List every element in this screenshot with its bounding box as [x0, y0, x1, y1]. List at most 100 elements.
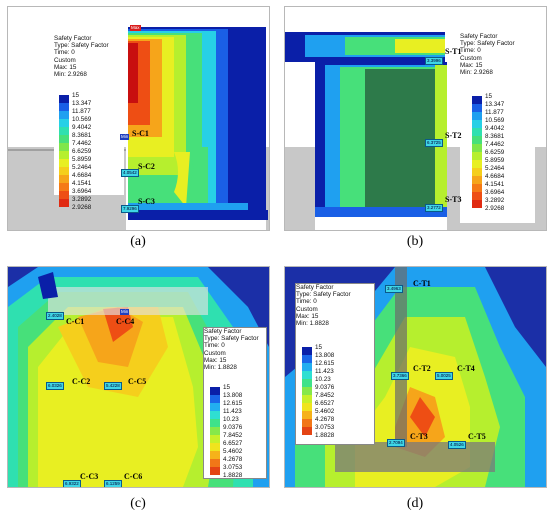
scale-label: 4.6684 [485, 173, 505, 180]
scale-label: 12.615 [223, 400, 243, 407]
scale-label: 5.4602 [223, 448, 243, 455]
scale-label: 5.4602 [315, 408, 335, 415]
legend-custom: Custom [460, 54, 482, 62]
caption-a: (a) [130, 234, 146, 249]
probe-value-c-c2: 6.0326 [46, 382, 64, 390]
scale-swatch [302, 411, 312, 419]
scale-label: 3.0753 [223, 464, 243, 471]
legend-title: Safety Factor [54, 35, 92, 42]
scale-label: 13.808 [315, 352, 335, 359]
scale-swatch [472, 192, 482, 200]
scale-label: 5.2464 [72, 164, 92, 171]
scale-label: 11.423 [223, 408, 242, 415]
scale-label: 6.6259 [485, 149, 505, 156]
scale-swatch [302, 371, 312, 379]
scale-label: 12.615 [315, 360, 335, 367]
scale-label: 5.8959 [485, 157, 505, 164]
panel-c-plan-contour: Safety Factor Type: Safety Factor Time: … [7, 266, 270, 488]
scale-label: 13.808 [223, 392, 243, 399]
point-label-c-c4: C-C4 [116, 317, 135, 326]
point-label-c-c1: C-C1 [66, 317, 85, 326]
point-label-s-t3: S-T3 [445, 195, 462, 204]
scale-label: 9.4042 [485, 125, 505, 132]
scale-label: 5.8959 [72, 156, 92, 163]
scale-label: 6.6527 [223, 440, 243, 447]
probe-value-s-t1: 3.3996 [425, 57, 443, 65]
scale-swatch [472, 152, 482, 160]
scale-label: 9.0376 [223, 424, 243, 431]
scale-swatch [210, 443, 220, 451]
scale-swatch [302, 363, 312, 371]
scale-swatch [210, 411, 220, 419]
point-label-s-t2: S-T2 [445, 131, 462, 140]
scale-label: 5.2464 [485, 165, 505, 172]
scale-label: 11.877 [72, 108, 91, 115]
legend-time: Time: 0 [460, 47, 481, 55]
legend-type: Type: Safety Factor [204, 335, 259, 343]
caption-b: (b) [406, 234, 424, 249]
legend-b: Safety Factor Type: Safety Factor Time: … [460, 33, 535, 223]
scale-swatch [210, 403, 220, 411]
scale-label: 4.1541 [485, 181, 505, 188]
legend-custom: Custom [54, 56, 76, 64]
scale-swatch [302, 395, 312, 403]
point-label-s-t1: S-T1 [445, 47, 462, 56]
probe-value-c-t1: 3.4963 [385, 285, 403, 293]
scale-swatch [472, 128, 482, 136]
scale-swatch [302, 347, 312, 355]
probe-value-c-c6: 6.1259 [104, 480, 122, 487]
scale-label: 4.1541 [72, 180, 92, 187]
scale-label: 4.2678 [223, 456, 243, 463]
scale-label: 13.347 [485, 101, 505, 108]
probe-value-c-c3: 6.9322 [63, 480, 81, 487]
legend-d: Safety Factor Type: Safety Factor Time: … [295, 283, 375, 445]
scale-label: 1.8828 [223, 472, 243, 479]
scale-swatch [472, 96, 482, 104]
scale-swatch [472, 160, 482, 168]
scale-label: 6.6259 [72, 148, 92, 155]
contour-plot-a [8, 27, 269, 230]
scale-label: 10.23 [315, 376, 331, 383]
scale-swatch [59, 199, 69, 207]
scale-swatch [472, 168, 482, 176]
scale-label: 9.4042 [72, 124, 92, 131]
scale-swatch [472, 136, 482, 144]
legend-c: Safety Factor Type: Safety Factor Time: … [203, 327, 267, 479]
scale-label: 7.4462 [485, 141, 505, 148]
legend-custom: Custom [204, 349, 226, 357]
probe-value-s-t3: 3.2772 [425, 204, 443, 212]
scale-swatch [472, 104, 482, 112]
legend-type: Type: Safety Factor [54, 42, 109, 50]
legend-time: Time: 0 [204, 342, 225, 350]
probe-value-c-t3: 2.7094 [387, 439, 405, 447]
legend-time: Time: 0 [54, 49, 75, 57]
scale-swatch [210, 435, 220, 443]
scale-swatch [59, 111, 69, 119]
point-label-c-t4: C-T4 [457, 364, 475, 373]
point-label-s-c3: S-C3 [138, 197, 155, 206]
point-label-s-c2: S-C2 [138, 162, 155, 171]
scale-label: 11.423 [315, 368, 334, 375]
scale-label: 2.9268 [485, 205, 505, 212]
point-label-s-c1: S-C1 [132, 129, 149, 138]
legend-custom: Custom [296, 305, 318, 313]
scale-swatch [302, 387, 312, 395]
point-label-c-c3: C-C3 [80, 472, 99, 481]
probe-value-s-t2: 6.3725 [425, 139, 443, 147]
scale-swatch [59, 191, 69, 199]
scale-label: 7.8452 [223, 432, 243, 439]
probe-value-s-c2: 4.0542 [121, 169, 139, 177]
scale-label: 3.0753 [315, 424, 335, 431]
scale-label: 4.2678 [315, 416, 335, 423]
min-tag-c: Min [120, 309, 130, 315]
legend-max: Max: 15 [204, 356, 227, 364]
scale-label: 7.8452 [315, 392, 335, 399]
probe-value-c-c1: 2.4028 [46, 312, 64, 320]
scale-swatch [210, 395, 220, 403]
scale-swatch [302, 427, 312, 435]
scale-label: 10.23 [223, 416, 239, 423]
point-label-c-t5: C-T5 [468, 432, 486, 441]
point-label-c-c2: C-C2 [72, 377, 91, 386]
scale-label: 13.347 [72, 100, 92, 107]
scale-swatch [472, 112, 482, 120]
